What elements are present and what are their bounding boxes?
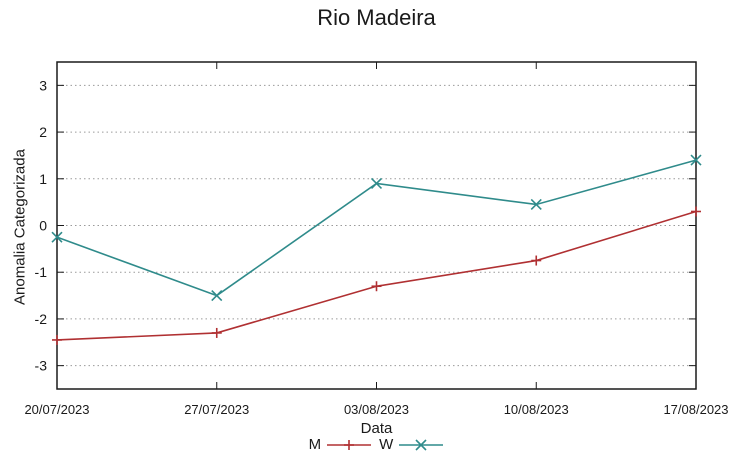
legend-item-w: W xyxy=(379,436,444,453)
legend-label-m: M xyxy=(308,436,322,453)
x-tick-label: 20/07/2023 xyxy=(24,402,89,417)
x-tick-label: 27/07/2023 xyxy=(184,402,249,417)
series-W-marker xyxy=(211,290,223,302)
series-W-marker xyxy=(51,231,63,243)
series-W-marker xyxy=(530,198,542,211)
y-tick-label: -1 xyxy=(35,264,48,280)
series-W-line xyxy=(56,159,697,297)
x-tick-label: 03/08/2023 xyxy=(344,402,409,417)
y-tick-label: 0 xyxy=(39,218,47,234)
legend-label-w: W xyxy=(379,436,394,453)
x-axis-label: Data xyxy=(360,420,393,437)
y-tick-label: 3 xyxy=(39,77,47,93)
x-tick-label: 17/08/2023 xyxy=(663,402,728,417)
y-tick-label: -2 xyxy=(35,311,48,327)
legend-sample-w-line-icon xyxy=(399,438,444,451)
series-M-line xyxy=(56,210,697,341)
plot-border xyxy=(56,61,697,390)
legend-item-m: M xyxy=(309,436,373,453)
y-tick-label: 2 xyxy=(39,124,47,140)
series-W-marker xyxy=(370,177,383,190)
legend: M W xyxy=(0,436,753,453)
y-tick-label: 1 xyxy=(39,171,47,187)
chart-title: Rio Madeira xyxy=(317,5,436,30)
legend-marker xyxy=(415,438,427,451)
x-tick-label: 10/08/2023 xyxy=(504,402,569,417)
y-tick-label: -3 xyxy=(35,358,48,374)
y-axis-label: Anomalia Categorizada xyxy=(11,149,29,305)
legend-sample-m-line-icon xyxy=(327,439,372,450)
series-W-marker xyxy=(690,154,702,166)
